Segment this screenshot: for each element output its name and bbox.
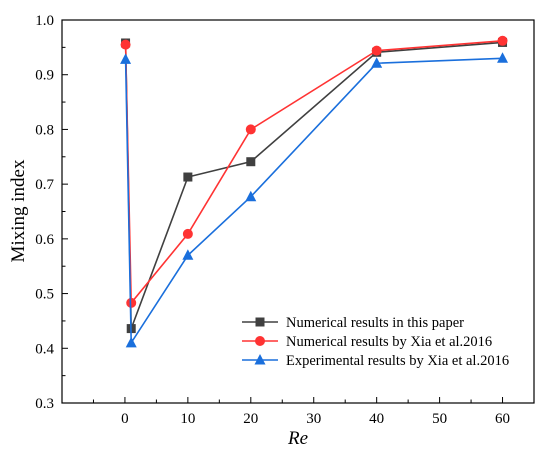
y-axis-ticks: 0.3 0.4 0.5 0.6 0.7 0.8 0.9 1.0 (35, 13, 68, 412)
data-point-circle (371, 45, 382, 56)
data-point-square (246, 157, 256, 167)
x-tick-label: 60 (495, 411, 510, 427)
legend-marker-square (255, 317, 265, 327)
data-point-triangle (497, 52, 509, 63)
y-tick-label: 0.8 (35, 122, 54, 138)
y-tick-label: 1.0 (35, 13, 54, 29)
legend-item: Numerical results in this paper (242, 315, 464, 331)
x-tick-label: 0 (121, 411, 129, 427)
series-line (124, 57, 503, 346)
x-tick-label: 20 (243, 411, 258, 427)
data-point-circle (126, 297, 137, 308)
legend-item: Experimental results by Xia et al.2016 (242, 353, 509, 369)
y-tick-label: 0.9 (35, 68, 54, 84)
x-tick-label: 50 (432, 411, 447, 427)
data-point-triangle (182, 249, 194, 260)
legend-label: Numerical results in this paper (286, 315, 464, 331)
series-triangle (120, 52, 509, 348)
legend-label: Numerical results by Xia et al.2016 (286, 334, 492, 350)
data-point-triangle (125, 336, 137, 348)
series-circle (120, 35, 508, 308)
data-point-square (183, 172, 193, 182)
data-point-circle (120, 39, 131, 50)
series-square (121, 37, 508, 334)
data-point-circle (497, 35, 508, 46)
y-axis-title: Mixing index (8, 159, 29, 262)
y-tick-label: 0.4 (35, 341, 54, 357)
data-point-circle (182, 228, 193, 239)
y-tick-label: 0.3 (35, 396, 54, 412)
data-point-triangle (371, 57, 383, 68)
y-tick-label: 0.5 (35, 287, 54, 303)
legend-label: Experimental results by Xia et al.2016 (286, 353, 509, 369)
data-point-triangle (120, 53, 132, 64)
y-tick-label: 0.7 (35, 177, 54, 193)
legend-item: Numerical results by Xia et al.2016 (242, 334, 492, 350)
legend: Numerical results in this paper Numerical… (242, 315, 509, 369)
data-point-circle (245, 124, 256, 135)
legend-marker-triangle (254, 354, 266, 365)
x-axis-ticks: 0 10 20 30 40 50 60 (92, 397, 535, 427)
x-tick-label: 10 (180, 411, 195, 427)
y-tick-label: 0.6 (35, 232, 54, 248)
series-layer (120, 35, 509, 348)
data-point-triangle (245, 190, 257, 202)
x-tick-label: 30 (306, 411, 321, 427)
x-tick-label: 40 (369, 411, 384, 427)
legend-marker-circle (255, 336, 265, 346)
series-line (124, 41, 503, 329)
x-axis-title: Re (287, 428, 308, 449)
